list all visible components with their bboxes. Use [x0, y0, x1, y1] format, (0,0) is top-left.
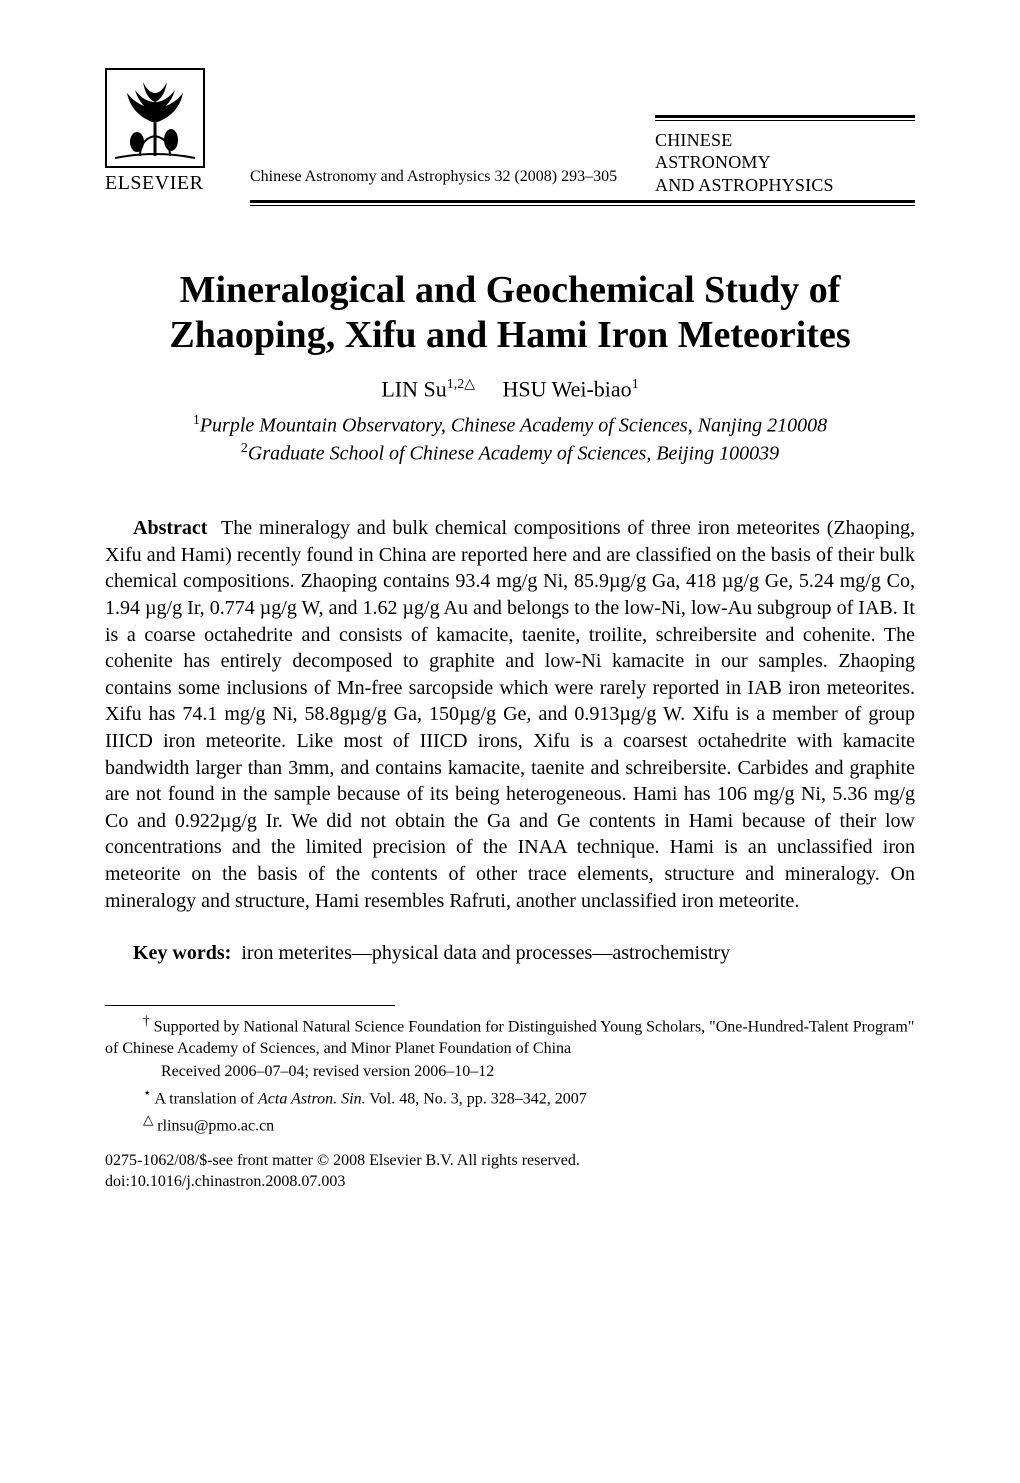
- copyright-line1: 0275-1062/08/$-see front matter © 2008 E…: [105, 1152, 580, 1169]
- footnote-sym-triangle: △: [143, 1112, 153, 1127]
- header-rules: [105, 200, 915, 206]
- header-mid: Chinese Astronomy and Astrophysics 32 (2…: [230, 68, 655, 196]
- article-title: Mineralogical and Geochemical Study of Z…: [105, 268, 915, 358]
- running-head: Chinese Astronomy and Astrophysics 32 (2…: [250, 168, 655, 186]
- author-2: HSU Wei-biao: [502, 376, 631, 401]
- journal-name: CHINESE ASTRONOMY AND ASTROPHYSICS: [655, 129, 915, 197]
- page: ELSEVIER Chinese Astronomy and Astrophys…: [0, 0, 1020, 1483]
- footnote-translation-pre: A translation of: [154, 1090, 258, 1107]
- footnote-funding-text: Supported by National Natural Science Fo…: [105, 1019, 914, 1057]
- copyright-doi: doi:10.1016/j.chinastron.2008.07.003: [105, 1173, 345, 1190]
- publisher-logo-col: ELSEVIER: [105, 68, 230, 195]
- publisher-name: ELSEVIER: [105, 172, 230, 195]
- affil-1: Purple Mountain Observatory, Chinese Aca…: [200, 415, 827, 437]
- footnote-translation: ⋆ A translation of Acta Astron. Sin. Vol…: [105, 1084, 915, 1109]
- footnote-received-text: Received 2006–07–04; revised version 200…: [161, 1063, 494, 1080]
- header-rule-bottom: [250, 200, 915, 206]
- affil-2: Graduate School of Chinese Academy of Sc…: [248, 442, 779, 464]
- abstract-label: Abstract: [133, 517, 207, 539]
- footnote-email-text: rlinsu@pmo.ac.cn: [157, 1118, 274, 1135]
- author-1-sup: 1,2△: [447, 377, 475, 392]
- footnote-received: Received 2006–07–04; revised version 200…: [105, 1061, 915, 1082]
- keywords-text: iron meterites—physical data and process…: [241, 942, 730, 964]
- author-2-sup: 1: [632, 377, 639, 392]
- journal-line3: AND ASTROPHYSICS: [655, 175, 834, 195]
- footnote-sym-dagger: †: [143, 1013, 150, 1028]
- abstract: Abstract The mineralogy and bulk chemica…: [105, 515, 915, 914]
- keywords-label: Key words:: [133, 942, 231, 964]
- abstract-text: The mineralogy and bulk chemical composi…: [105, 517, 915, 911]
- affil-2-sup: 2: [241, 441, 248, 456]
- title-line1: Mineralogical and Geochemical Study of: [180, 269, 841, 311]
- page-header: ELSEVIER Chinese Astronomy and Astrophys…: [105, 68, 915, 196]
- header-right: CHINESE ASTRONOMY AND ASTROPHYSICS: [655, 68, 915, 196]
- keywords: Key words: iron meterites—physical data …: [105, 942, 915, 965]
- footnotes: † Supported by National Natural Science …: [105, 1012, 915, 1137]
- copyright: 0275-1062/08/$-see front matter © 2008 E…: [105, 1151, 915, 1193]
- header-rule-top-right: [655, 115, 915, 121]
- footnote-translation-post: Vol. 48, No. 3, pp. 328–342, 2007: [366, 1090, 587, 1107]
- footnote-email: △ rlinsu@pmo.ac.cn: [105, 1111, 915, 1136]
- footnote-translation-ital: Acta Astron. Sin.: [258, 1090, 366, 1107]
- title-line2: Zhaoping, Xifu and Hami Iron Meteorites: [169, 314, 850, 356]
- footnote-rule: [105, 1005, 395, 1006]
- journal-line1: CHINESE: [655, 130, 732, 150]
- journal-line2: ASTRONOMY: [655, 152, 771, 172]
- affiliations: 1Purple Mountain Observatory, Chinese Ac…: [105, 412, 915, 467]
- authors: LIN Su1,2△ HSU Wei-biao1: [105, 376, 915, 402]
- elsevier-tree-icon: [105, 68, 205, 168]
- affil-1-sup: 1: [193, 413, 200, 428]
- footnote-sym-star: ⋆: [143, 1085, 151, 1100]
- author-1: LIN Su: [381, 376, 446, 401]
- footnote-funding: † Supported by National Natural Science …: [105, 1012, 915, 1059]
